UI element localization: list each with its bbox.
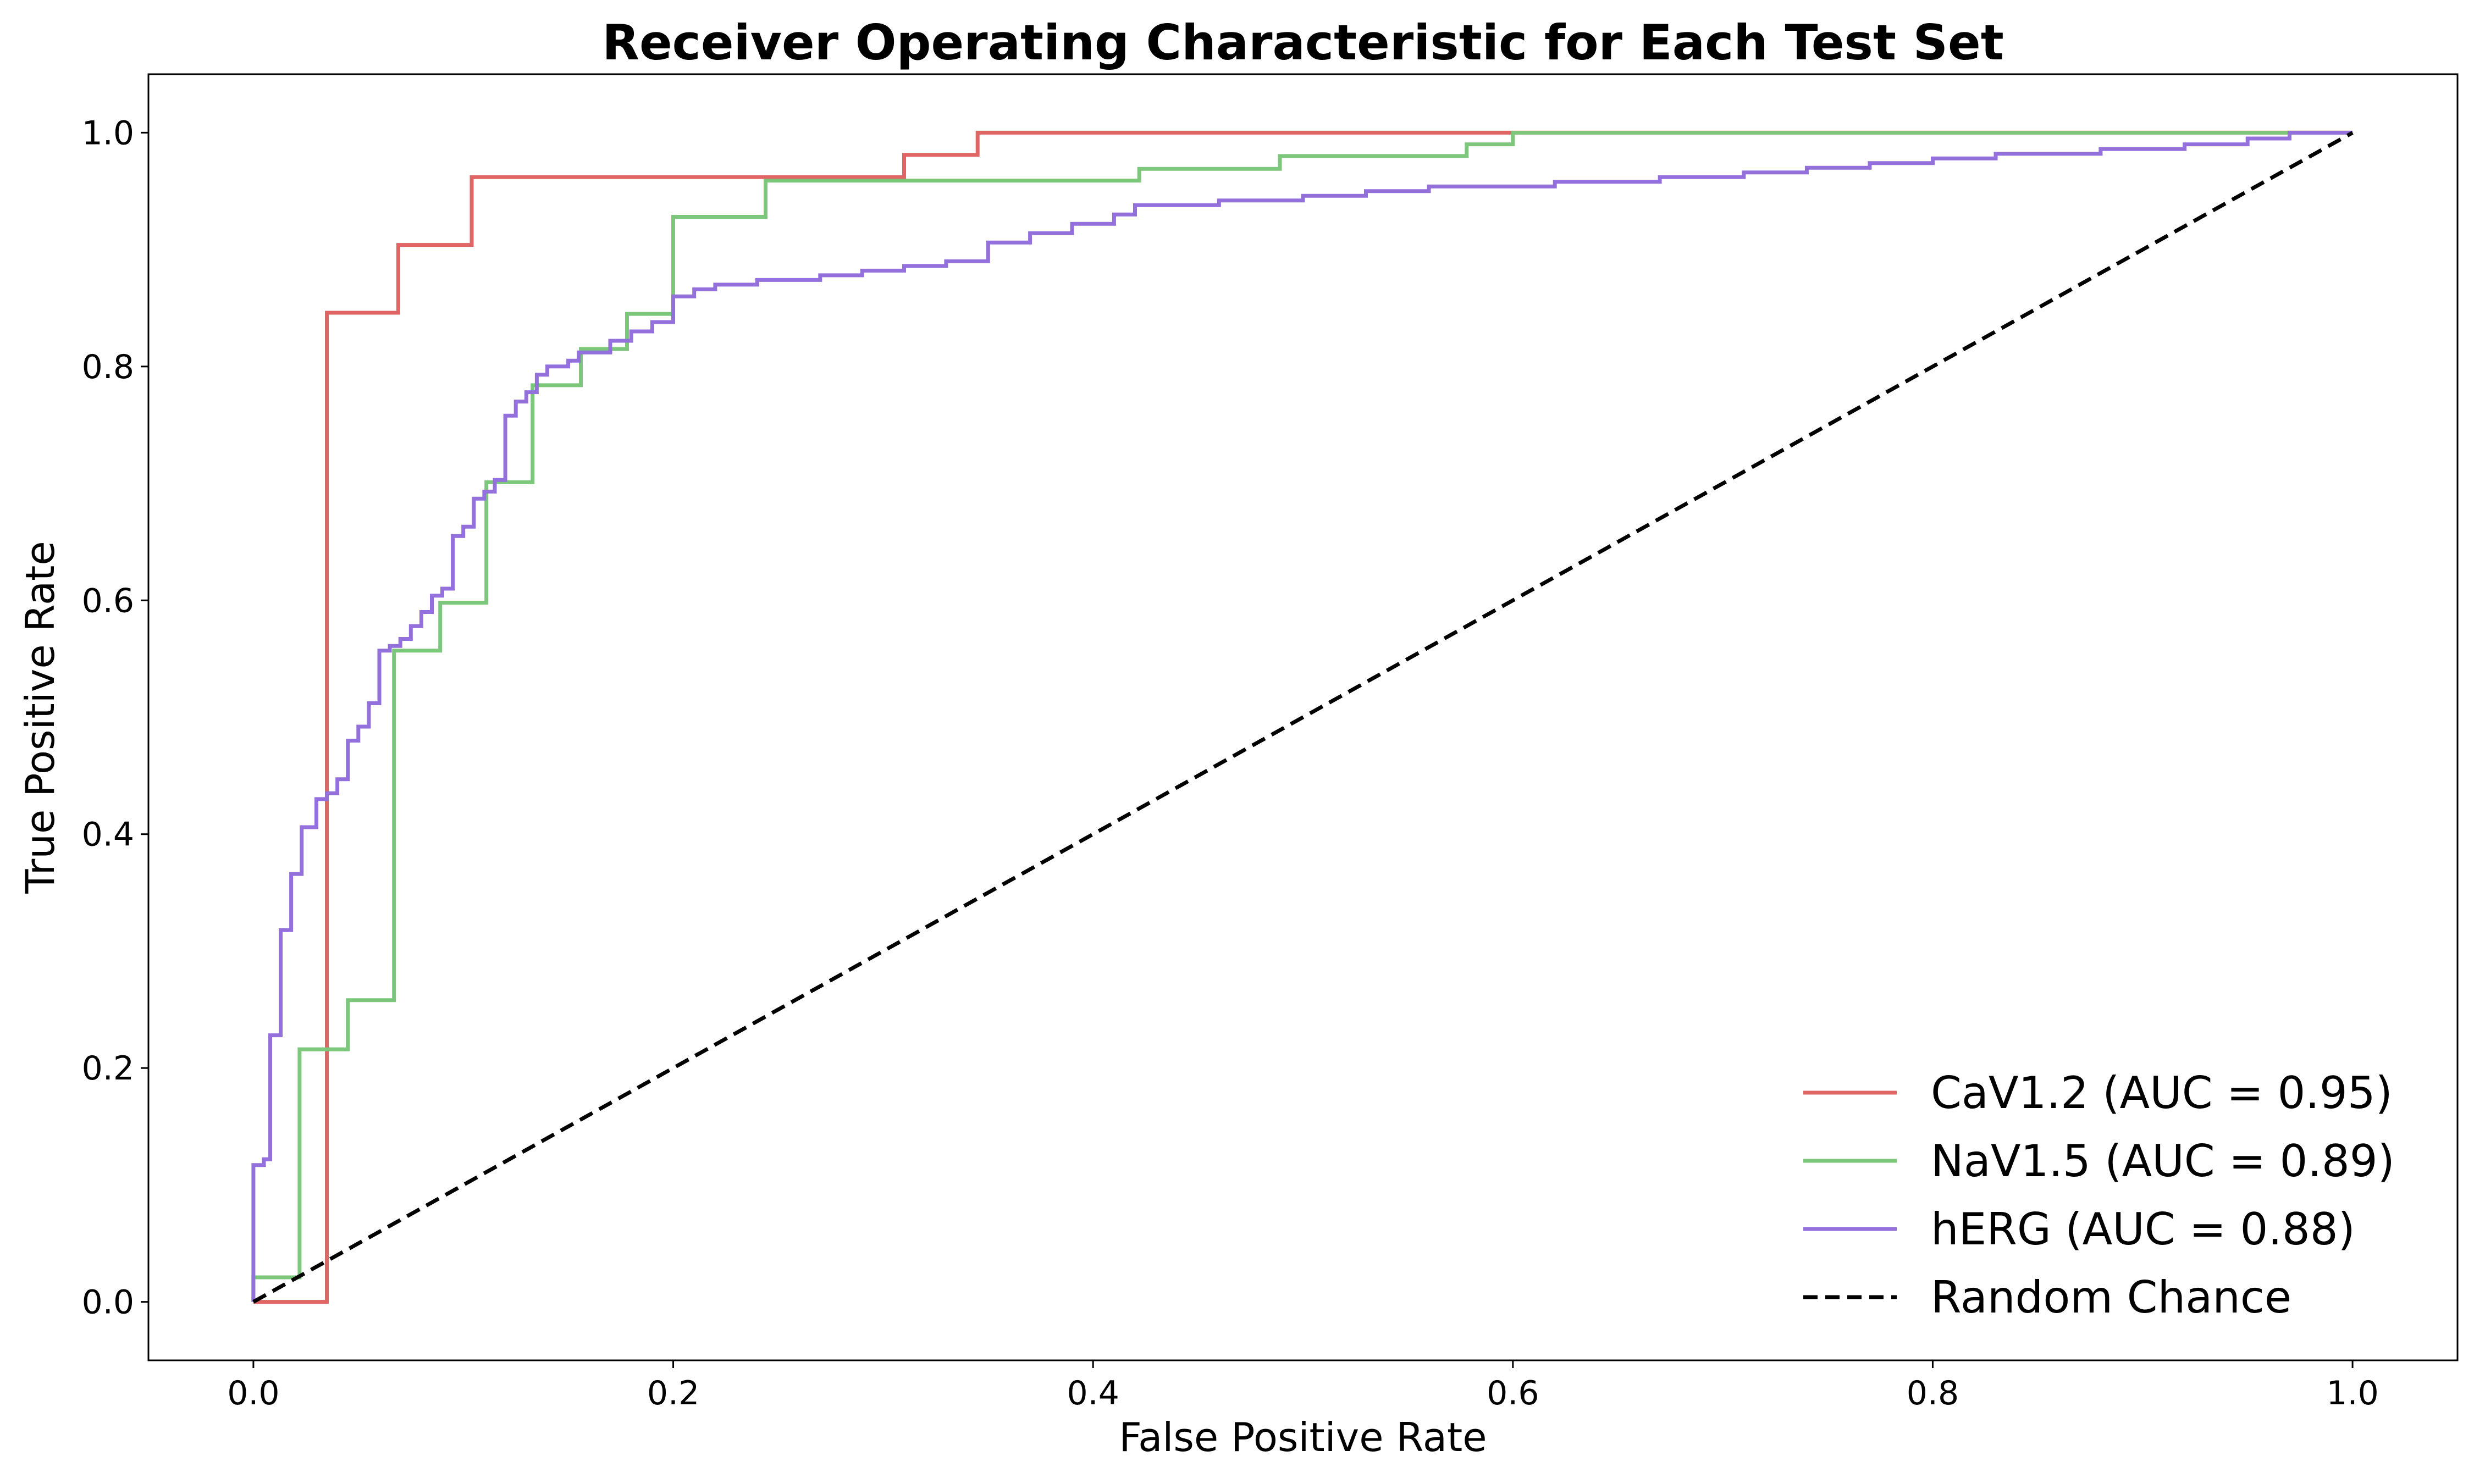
x-tick-label: 0.8 xyxy=(1907,1374,1959,1413)
y-tick-label: 0.6 xyxy=(82,582,134,620)
chart-title: Receiver Operating Characteristic for Ea… xyxy=(602,14,2004,71)
y-tick-label: 1.0 xyxy=(82,114,134,152)
legend-label-1: NaV1.5 (AUC = 0.89) xyxy=(1931,1136,2395,1187)
x-axis: 0.0 0.2 0.4 0.6 0.8 1.0 xyxy=(227,1360,2379,1413)
legend-label-0: CaV1.2 (AUC = 0.95) xyxy=(1931,1067,2393,1118)
y-axis-label: True Positive Rate xyxy=(17,541,63,894)
x-axis-label: False Positive Rate xyxy=(1119,1414,1487,1460)
y-tick-label: 0.8 xyxy=(82,348,134,386)
x-tick-label: 0.2 xyxy=(647,1374,699,1413)
x-tick-label: 0.6 xyxy=(1487,1374,1539,1413)
series-layer xyxy=(251,130,2354,1304)
legend-label-2: hERG (AUC = 0.88) xyxy=(1931,1204,2355,1255)
x-tick-label: 0.0 xyxy=(227,1374,279,1413)
plot-area xyxy=(147,73,2459,1361)
y-tick-label: 0.2 xyxy=(82,1049,134,1088)
x-tick-label: 1.0 xyxy=(2326,1374,2378,1413)
series-line-1 xyxy=(251,130,2353,1302)
legend-label-3: Random Chance xyxy=(1931,1272,2291,1323)
plot-frame xyxy=(147,73,2459,1361)
series-line-0 xyxy=(253,130,2353,1304)
legend: CaV1.2 (AUC = 0.95) NaV1.5 (AUC = 0.89) hE… xyxy=(1803,1067,2395,1323)
y-tick-label: 0.0 xyxy=(82,1283,134,1322)
series-line-3 xyxy=(252,131,2354,1304)
series-line-2 xyxy=(251,130,2353,1302)
y-axis: 0.0 0.2 0.4 0.6 0.8 1.0 xyxy=(82,114,148,1322)
y-tick-label: 0.4 xyxy=(82,816,134,854)
x-tick-label: 0.4 xyxy=(1067,1374,1119,1413)
